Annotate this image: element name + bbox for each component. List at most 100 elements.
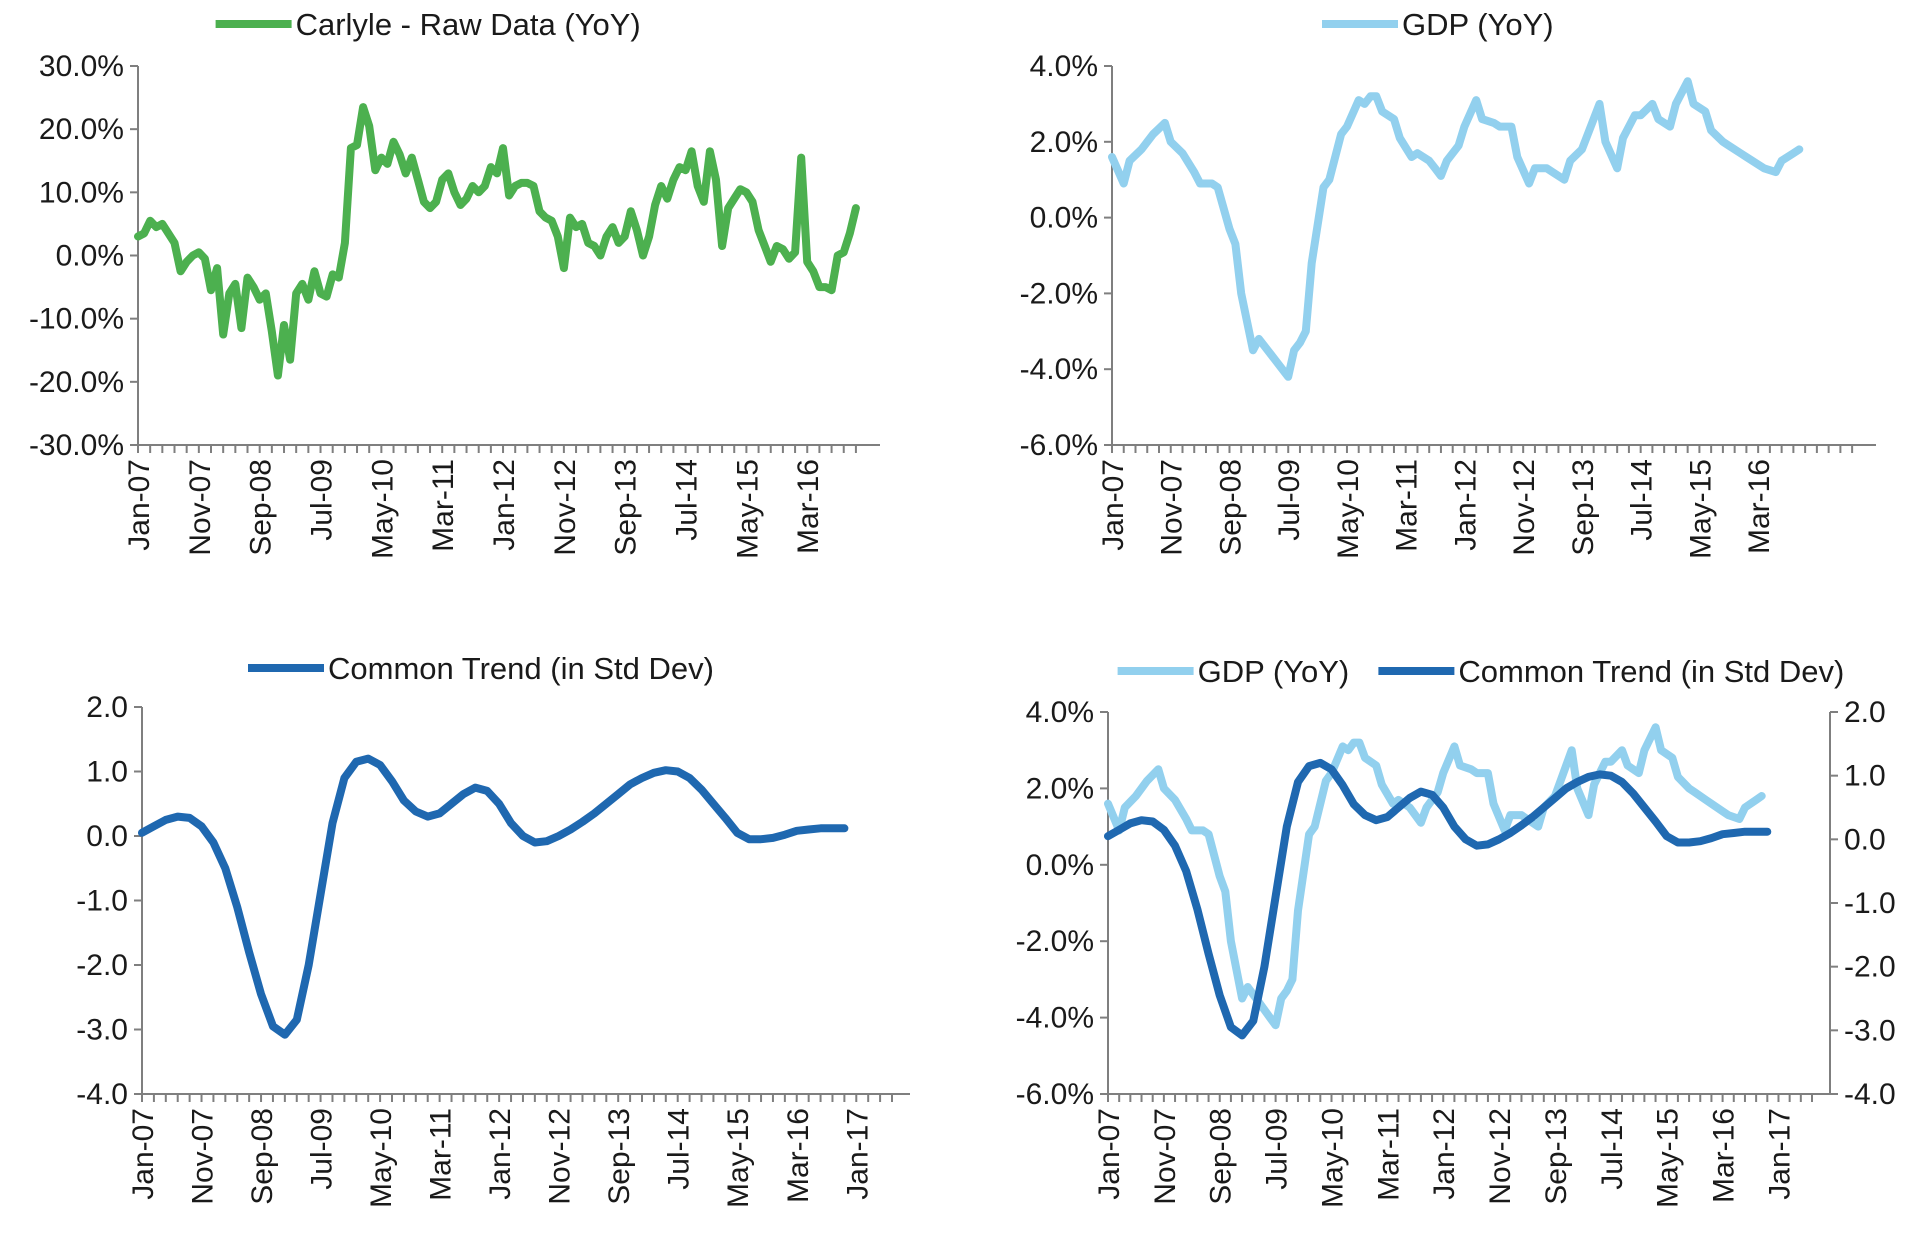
carlyle-x-tick-label: Mar-16 bbox=[792, 459, 825, 554]
combo-y2-tick-label: -1.0 bbox=[1844, 887, 1896, 920]
gdp-x-tick-label: May-10 bbox=[1332, 459, 1365, 559]
trend-y-tick-label: 0.0 bbox=[86, 820, 128, 853]
combo-x-tick-label: Sep-13 bbox=[1540, 1108, 1573, 1205]
gdp-y-tick-label: -4.0% bbox=[1020, 353, 1098, 386]
trend-x-tick-label: Sep-08 bbox=[246, 1108, 279, 1205]
combo-y2-tick-label: 0.0 bbox=[1844, 823, 1886, 856]
combo-y-tick-label: -6.0% bbox=[1016, 1078, 1094, 1111]
trend-y-tick-label: 1.0 bbox=[86, 756, 128, 789]
combo-y2-tick-label: -2.0 bbox=[1844, 951, 1896, 984]
carlyle-y-tick-label: 10.0% bbox=[39, 176, 124, 209]
combo-y2-tick-label: 2.0 bbox=[1844, 696, 1886, 729]
gdp-y-tick-label: -6.0% bbox=[1020, 429, 1098, 462]
gdp-x-tick-label: Mar-16 bbox=[1743, 459, 1776, 554]
carlyle-legend-label: Carlyle - Raw Data (YoY) bbox=[296, 7, 641, 42]
combo-x-tick-label: Jan-07 bbox=[1093, 1108, 1126, 1200]
trend-legend: Common Trend (in Std Dev) bbox=[248, 651, 714, 686]
combo-x-tick-label: May-10 bbox=[1316, 1108, 1349, 1208]
trend-x-tick-label: Jul-14 bbox=[663, 1108, 696, 1190]
gdp-x-tick-label: Nov-12 bbox=[1508, 459, 1541, 556]
trend-y-tick-label: 2.0 bbox=[86, 691, 128, 724]
trend-x-tick-label: Jan-12 bbox=[484, 1108, 517, 1200]
carlyle-x-tick-label: Sep-13 bbox=[610, 459, 643, 556]
trend-y-tick-label: -3.0 bbox=[76, 1014, 128, 1047]
trend-series-line bbox=[138, 754, 849, 1039]
combo-legend-label: Common Trend (in Std Dev) bbox=[1458, 654, 1844, 689]
carlyle-x-tick-label: Jul-09 bbox=[306, 459, 339, 541]
gdp-axes: 4.0% 2.0% 0.0% -2.0% -4.0% -6.0%Jan-07 Nov-07 S… bbox=[1020, 50, 1876, 559]
trend-x-tick-label: Nov-07 bbox=[187, 1108, 220, 1205]
gdp-x-tick-label: Mar-11 bbox=[1391, 459, 1424, 552]
gdp-y-tick-label: 2.0% bbox=[1030, 126, 1098, 159]
combo-legend: GDP (YoY) Common Trend (in Std Dev) bbox=[1117, 654, 1844, 689]
combo-x-tick-label: May-15 bbox=[1652, 1108, 1685, 1208]
gdp-x-tick-label: Jul-14 bbox=[1626, 459, 1659, 541]
trend-x-tick-label: Mar-11 bbox=[425, 1108, 458, 1201]
carlyle-x-tick-label: Jan-07 bbox=[123, 459, 156, 551]
carlyle-x-tick-label: May-15 bbox=[731, 459, 764, 559]
combo-x-tick-label: Sep-08 bbox=[1205, 1108, 1238, 1205]
carlyle-x-tick-label: May-10 bbox=[366, 459, 399, 559]
combo-right-axis: 2.0 1.0 0.0 -1.0 -2.0 -3.0 -4.0 bbox=[1829, 696, 1896, 1111]
gdp-y-tick-label: -2.0% bbox=[1020, 277, 1098, 310]
combo-y2-tick-label: -4.0 bbox=[1844, 1078, 1896, 1111]
carlyle-x-tick-label: Sep-08 bbox=[245, 459, 278, 556]
carlyle-axes: 30.0%20.0%10.0%0.0%-10.0%-20.0%-30.0%Jan… bbox=[29, 50, 880, 559]
trend-legend-label: Common Trend (in Std Dev) bbox=[328, 651, 714, 686]
combo-y2-tick-label: -3.0 bbox=[1844, 1014, 1896, 1047]
carlyle-x-tick-label: Nov-12 bbox=[549, 459, 582, 556]
combo-x-tick-label: Jan-12 bbox=[1428, 1108, 1461, 1200]
combo-x-tick-label: Jan-17 bbox=[1763, 1108, 1796, 1200]
combo-x-tick-label: Jul-09 bbox=[1261, 1108, 1294, 1190]
carlyle-y-tick-label: 20.0% bbox=[39, 113, 124, 146]
carlyle-y-tick-label: -10.0% bbox=[29, 303, 124, 336]
trend-x-tick-label: Sep-13 bbox=[603, 1108, 636, 1205]
trend-x-tick-label: Nov-12 bbox=[544, 1108, 577, 1205]
combo-x-tick-label: Nov-12 bbox=[1484, 1108, 1517, 1205]
combo-y-tick-label: -2.0% bbox=[1016, 925, 1094, 958]
trend-y-tick-label: -1.0 bbox=[76, 885, 128, 918]
gdp-y-tick-label: 4.0% bbox=[1030, 50, 1098, 83]
combo-trend-line bbox=[1104, 758, 1772, 1040]
gdp-x-tick-label: May-15 bbox=[1684, 459, 1717, 559]
carlyle-x-tick-label: Nov-07 bbox=[184, 459, 217, 556]
combo-y-tick-label: 4.0% bbox=[1026, 696, 1094, 729]
combo-y-tick-label: -4.0% bbox=[1016, 1002, 1094, 1035]
carlyle-y-tick-label: -30.0% bbox=[29, 429, 124, 462]
gdp-x-tick-label: Sep-08 bbox=[1214, 459, 1247, 556]
carlyle-x-tick-label: Jan-12 bbox=[488, 459, 521, 551]
gdp-x-tick-label: Jan-12 bbox=[1449, 459, 1482, 551]
trend-y-tick-label: -2.0 bbox=[76, 949, 128, 982]
carlyle-x-tick-label: Jul-14 bbox=[671, 459, 704, 541]
combo-x-tick-label: Nov-07 bbox=[1149, 1108, 1182, 1205]
trend-x-tick-label: Jan-17 bbox=[841, 1108, 874, 1200]
combo-x-tick-label: Mar-16 bbox=[1708, 1108, 1741, 1203]
combo-y-tick-label: 2.0% bbox=[1026, 772, 1094, 805]
carlyle-series-line bbox=[134, 103, 860, 380]
gdp-legend: GDP (YoY) bbox=[1322, 7, 1554, 42]
trend-x-tick-label: May-15 bbox=[722, 1108, 755, 1208]
trend-x-tick-label: Jan-07 bbox=[127, 1108, 160, 1200]
gdp-series-line bbox=[1108, 77, 1804, 381]
trend-x-tick-label: Jul-09 bbox=[306, 1108, 339, 1190]
gdp-x-tick-label: Jul-09 bbox=[1273, 459, 1306, 541]
gdp-x-tick-label: Nov-07 bbox=[1156, 459, 1189, 556]
carlyle-y-tick-label: 30.0% bbox=[39, 50, 124, 83]
combo-legend-label: GDP (YoY) bbox=[1198, 654, 1350, 689]
carlyle-legend: Carlyle - Raw Data (YoY) bbox=[215, 7, 641, 42]
combo-y-tick-label: 0.0% bbox=[1026, 849, 1094, 882]
combo-x-tick-label: Jul-14 bbox=[1596, 1108, 1629, 1190]
combo-x-tick-label: Mar-11 bbox=[1372, 1108, 1405, 1201]
gdp-legend-label: GDP (YoY) bbox=[1402, 7, 1554, 42]
gdp-x-tick-label: Jan-07 bbox=[1097, 459, 1130, 551]
combo-axes: 4.0% 2.0% 0.0% -2.0% -4.0% -6.0%Jan-07 Nov-07 S… bbox=[1016, 696, 1830, 1208]
trend-x-tick-label: May-10 bbox=[365, 1108, 398, 1208]
carlyle-x-tick-label: Mar-11 bbox=[427, 459, 460, 552]
combo-y2-tick-label: 1.0 bbox=[1844, 760, 1886, 793]
combo-gdp-line bbox=[1104, 723, 1766, 1030]
trend-x-tick-label: Mar-16 bbox=[782, 1108, 815, 1203]
carlyle-y-tick-label: 0.0% bbox=[56, 240, 124, 273]
gdp-y-tick-label: 0.0% bbox=[1030, 202, 1098, 235]
